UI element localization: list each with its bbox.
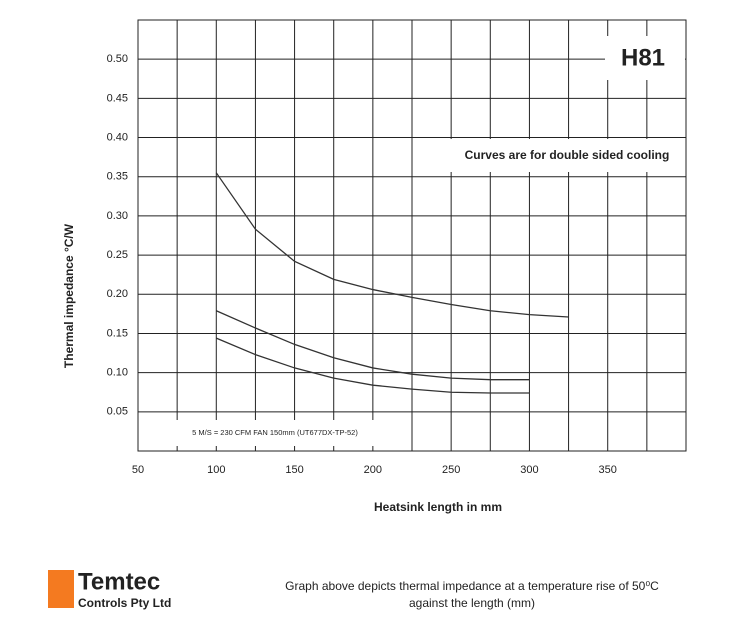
x-tick-label: 50 [132,464,144,476]
note-box [450,139,685,172]
y-tick-label: 0.35 [107,171,128,183]
y-tick-label: 0.20 [107,288,128,300]
x-tick-label: 300 [520,464,538,476]
company-subtitle: Controls Pty Ltd [78,596,171,610]
x-tick-label: 100 [207,464,225,476]
y-tick-label: 0.40 [107,131,128,143]
x-tick-label: 150 [285,464,303,476]
company-name: Temtec [78,568,160,595]
y-tick-label: 0.25 [107,249,128,261]
y-tick-label: 0.10 [107,367,128,379]
y-axis-label: Thermal impedance °C/W [62,223,76,368]
y-tick-label: 0.30 [107,210,128,222]
logo-mark [48,570,74,608]
fan-box [168,420,383,446]
x-tick-label: 200 [364,464,382,476]
x-tick-label: 350 [599,464,617,476]
y-tick-label: 0.05 [107,406,128,418]
fan-label: 5 M/S = 230 CFM FAN 150mm (UT677DX-TP-52… [192,428,358,437]
model-box [605,36,685,80]
y-tick-label: 0.45 [107,92,128,104]
caption: Graph above depicts thermal impedance at… [285,579,659,593]
x-axis-label: Heatsink length in mm [374,500,502,514]
series-line [216,310,530,381]
series-line [216,337,530,394]
y-tick-label: 0.15 [107,327,128,339]
series-line [215,172,569,318]
x-tick-label: 250 [442,464,460,476]
model-label: H81 [621,44,665,71]
caption: against the length (mm) [409,596,535,610]
note-label: Curves are for double sided cooling [465,148,670,162]
y-tick-label: 0.50 [107,53,128,65]
